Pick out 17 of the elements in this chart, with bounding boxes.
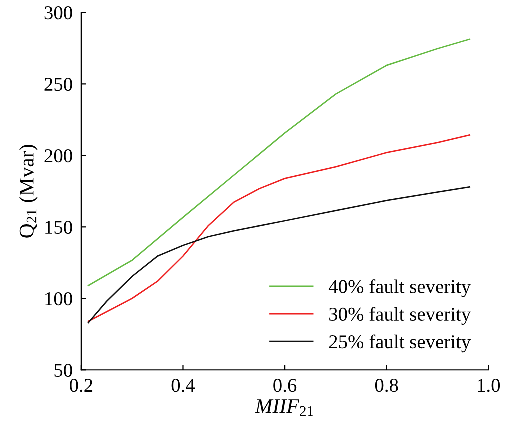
x-tick-label: 0.2: [70, 379, 93, 392]
y-tick-label: 50: [54, 364, 72, 378]
y-tick-label: 300: [44, 6, 72, 20]
legend-label: 30% fault severity: [330, 307, 472, 326]
x-tick-label: 1.0: [478, 379, 500, 392]
y-tick-label: 200: [44, 149, 72, 163]
y-tick-label: 150: [46, 220, 72, 234]
x-tick-label: 0.8: [375, 379, 398, 392]
y-axis-title: Q$_{21}$ (Mvar): [19, 145, 38, 238]
legend-label: 25% fault severity: [329, 334, 472, 353]
x-tick-label: 0.4: [172, 379, 196, 392]
x-axis-title: MIIF$_{21}$: [255, 400, 314, 416]
x-tick-label: 0.6: [274, 379, 297, 392]
legend-label: 40% fault severity: [328, 280, 472, 298]
y-tick-label: 100: [46, 292, 72, 306]
line-series: [88, 186, 470, 324]
y-tick-label: 250: [44, 78, 72, 92]
